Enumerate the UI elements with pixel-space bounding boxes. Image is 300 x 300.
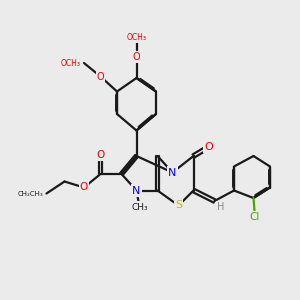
Text: O: O: [96, 149, 105, 160]
Text: CH₂CH₃: CH₂CH₃: [18, 190, 44, 196]
Text: O: O: [97, 71, 104, 82]
Text: N: N: [132, 185, 141, 196]
Text: Cl: Cl: [250, 212, 260, 223]
Text: OCH₃: OCH₃: [127, 33, 146, 42]
Text: O: O: [204, 142, 213, 152]
Text: O: O: [80, 182, 88, 193]
Text: H: H: [217, 202, 224, 212]
Text: N: N: [168, 167, 177, 178]
Text: CH₃: CH₃: [131, 202, 148, 211]
Text: S: S: [175, 200, 182, 211]
Text: O: O: [133, 52, 140, 62]
Text: OCH₃: OCH₃: [61, 58, 81, 68]
